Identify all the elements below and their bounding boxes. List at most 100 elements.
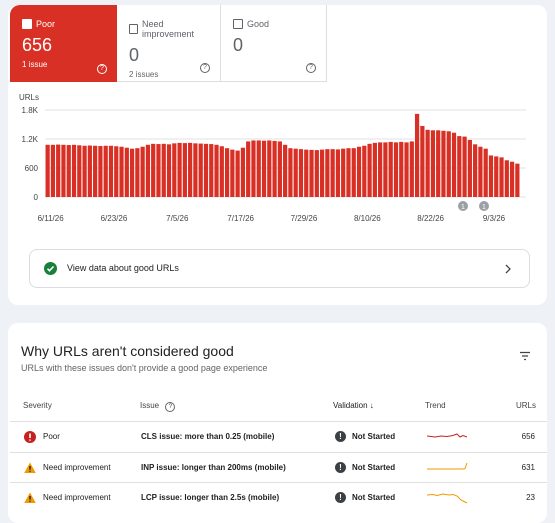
bar — [346, 148, 351, 197]
help-icon[interactable]: ? — [97, 64, 107, 74]
good-urls-link[interactable]: View data about good URLs — [29, 249, 530, 288]
bar — [246, 141, 251, 197]
tile-poor[interactable]: Poor 656 1 issue ? — [10, 5, 117, 82]
bar — [293, 148, 298, 197]
issue: LCP issue: longer than 2.5s (mobile) — [141, 493, 280, 502]
bar — [172, 143, 177, 197]
issue-row[interactable]: Need improvement LCP issue: longer than 2… — [10, 482, 547, 513]
tile-label-text: Need improvement — [141, 19, 194, 39]
bar — [261, 140, 267, 197]
y-axis-label: URLs — [19, 93, 39, 102]
severity: Poor — [43, 432, 60, 441]
severity: Need improvement — [43, 462, 111, 472]
bar — [224, 148, 230, 197]
tile-label-text: Good — [247, 19, 270, 29]
bar — [50, 144, 56, 197]
tile-label: Good — [233, 19, 314, 29]
url-count: 631 — [521, 462, 535, 472]
bar — [114, 146, 119, 197]
bar — [166, 144, 172, 197]
bar — [135, 148, 140, 197]
tile-count: 656 — [22, 35, 53, 55]
bar — [219, 146, 224, 197]
bar — [198, 143, 203, 197]
bar — [356, 146, 362, 197]
bar — [430, 130, 436, 197]
y-tick-label: 0 — [34, 193, 39, 202]
validation-icon: ! — [335, 431, 346, 443]
bar — [251, 140, 256, 197]
issues-card — [8, 323, 547, 523]
issue: CLS issue: more than 0.25 (mobile) — [141, 432, 275, 441]
y-tick-label: 600 — [25, 164, 39, 173]
bar — [188, 142, 193, 197]
tile-label: Poor — [22, 19, 105, 29]
severity-icon — [24, 462, 36, 473]
bar — [367, 143, 372, 197]
column-header[interactable]: Severity — [23, 401, 52, 410]
bar — [71, 144, 77, 197]
bar — [193, 143, 198, 197]
bar — [504, 160, 509, 197]
bar — [478, 146, 483, 197]
column-header[interactable]: Trend — [425, 401, 446, 410]
tile-label: Need improvement — [129, 19, 208, 39]
bar — [156, 144, 161, 197]
bar — [87, 145, 92, 197]
issue: INP issue: longer than 200ms (mobile) — [141, 462, 286, 472]
validation: ! Not Started — [335, 422, 395, 452]
help-icon[interactable]: ? — [200, 63, 210, 73]
tile-note: 2 issues — [129, 70, 159, 79]
issue-row[interactable]: Need improvement INP issue: longer than 2… — [10, 451, 547, 483]
help-icon[interactable]: ? — [306, 63, 316, 73]
x-tick-label: 6/23/26 — [101, 214, 128, 223]
annotation-label: 1 — [482, 204, 486, 211]
validation-text: Not Started — [352, 432, 396, 441]
annotation-marker[interactable] — [458, 201, 468, 211]
bar — [457, 136, 462, 197]
annotation-marker[interactable] — [479, 201, 489, 211]
bar — [388, 141, 393, 197]
checkbox[interactable] — [129, 24, 138, 34]
bar — [209, 144, 214, 197]
x-tick-label: 9/3/26 — [483, 214, 506, 223]
trend-sparkline — [427, 433, 468, 438]
bar — [151, 143, 156, 197]
annotation-label: 1 — [461, 204, 465, 211]
bar — [77, 145, 82, 197]
bar — [298, 149, 304, 197]
bar — [140, 146, 145, 197]
column-header[interactable]: Validation ↓ — [333, 401, 374, 410]
tile-need-improvement[interactable]: Need improvement 0 2 issues ? — [117, 5, 221, 82]
column-header[interactable]: URLs — [516, 401, 537, 410]
trend-sparkline — [427, 462, 468, 469]
bar — [451, 132, 457, 197]
bar — [240, 147, 246, 197]
validation: ! Not Started — [335, 483, 395, 513]
column-header[interactable]: Issue ? — [140, 401, 176, 412]
bar — [378, 142, 383, 197]
bar — [436, 130, 441, 197]
tile-good[interactable]: Good 0 ? — [221, 5, 327, 82]
bar — [61, 144, 66, 197]
checkbox[interactable] — [22, 19, 32, 29]
bar — [425, 129, 430, 197]
bar — [214, 144, 219, 197]
tile-count: 0 — [233, 35, 244, 55]
bar — [467, 139, 472, 197]
bar — [399, 141, 404, 197]
bar — [441, 130, 446, 197]
filter-icon[interactable] — [519, 351, 531, 361]
help-icon[interactable]: ? — [165, 402, 176, 412]
bar — [304, 149, 309, 197]
bar — [124, 147, 129, 197]
link-text: View data about good URLs — [67, 263, 179, 273]
bar — [383, 142, 388, 197]
bar — [515, 163, 520, 197]
issue-row[interactable]: Poor CLS issue: more than 0.25 (mobile)! N… — [10, 421, 547, 452]
validation-icon: ! — [335, 492, 346, 504]
x-tick-label: 6/11/26 — [38, 214, 65, 223]
bar — [108, 145, 114, 197]
bar — [98, 146, 103, 197]
checkbox[interactable] — [233, 19, 243, 29]
